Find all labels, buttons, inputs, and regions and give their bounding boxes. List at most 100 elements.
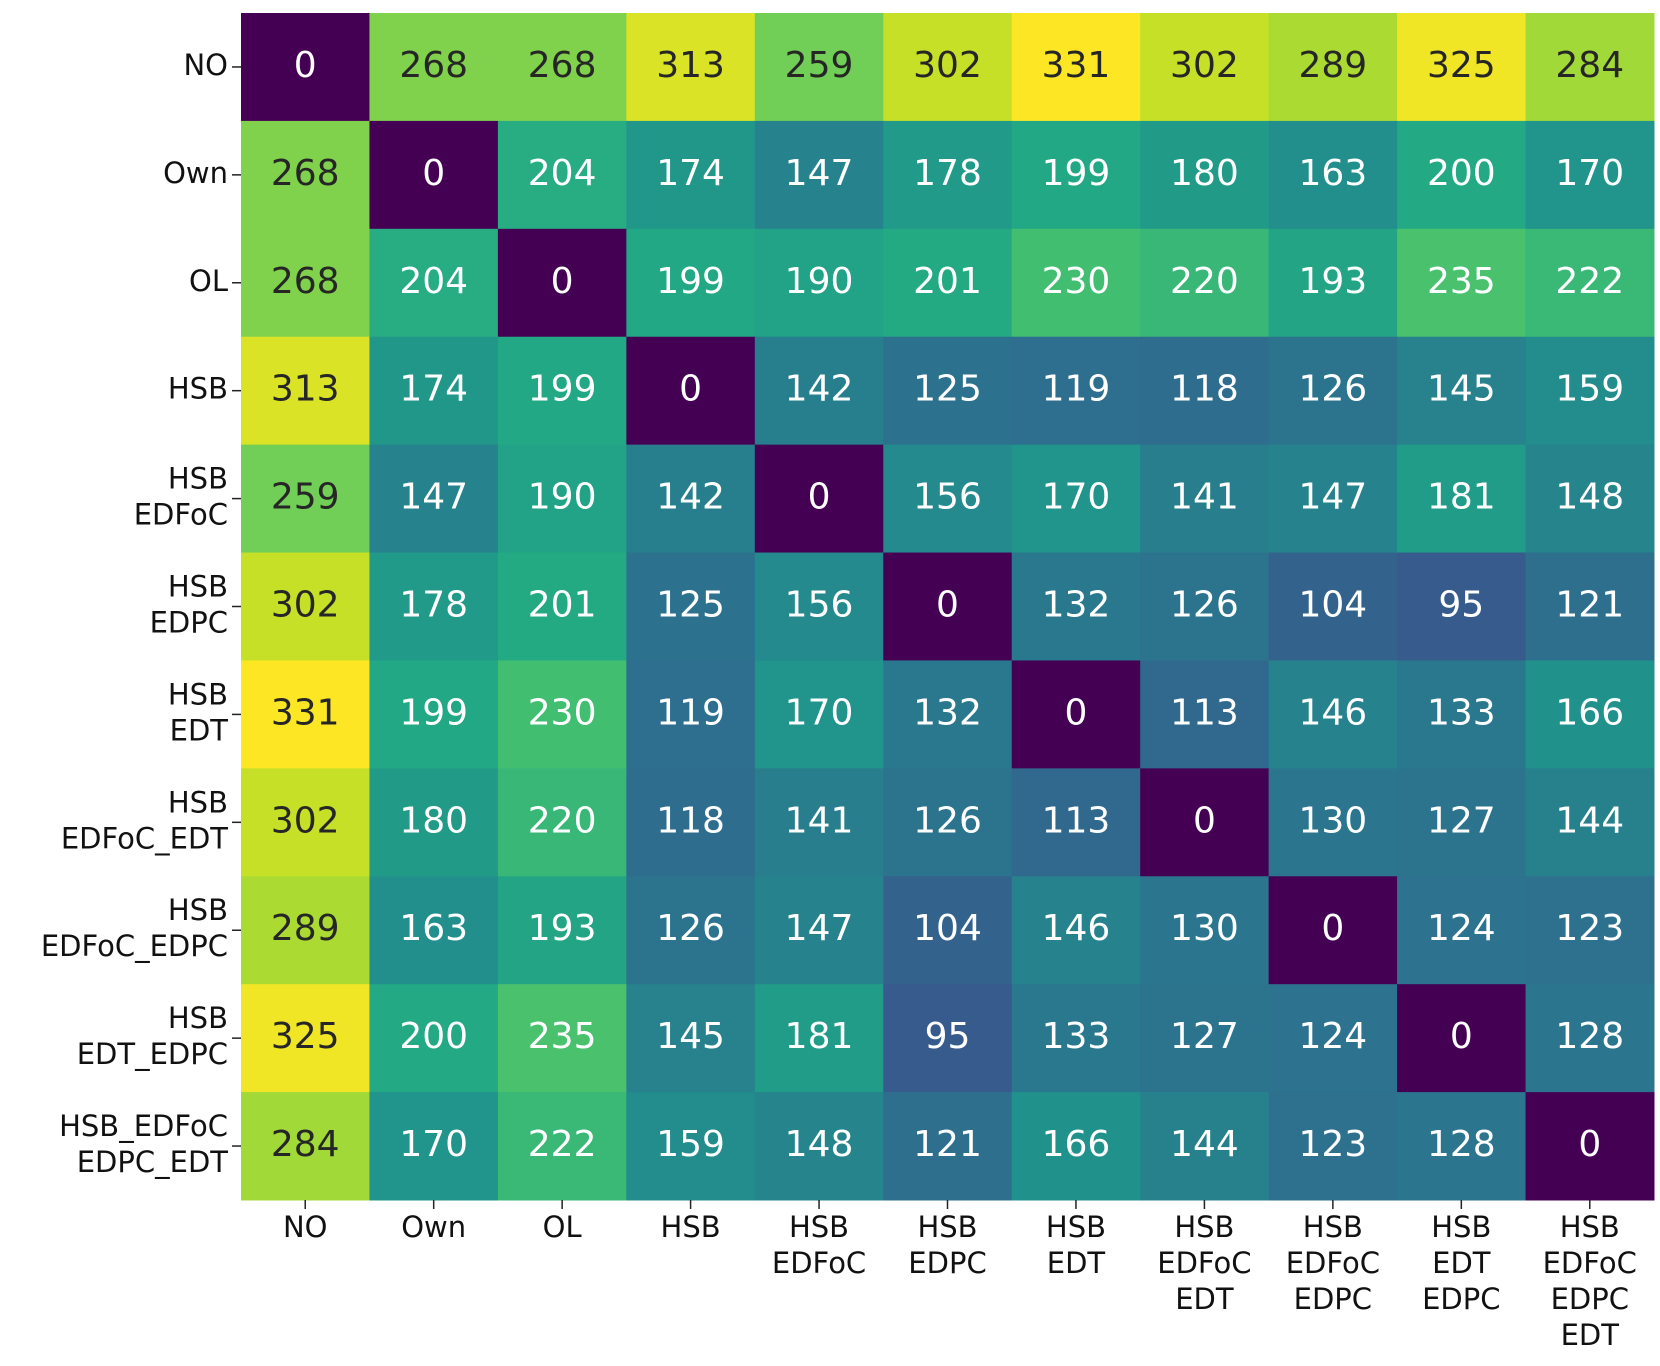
x-tick-label: EDPC (908, 1246, 986, 1280)
heatmap-cell (1268, 120, 1398, 230)
cell-label: 0 (1450, 1016, 1473, 1057)
cell-label: 259 (271, 477, 340, 518)
y-tick-label: HSB (168, 893, 228, 927)
heatmap-cell (1397, 120, 1527, 230)
heatmap-cell (883, 1092, 1013, 1201)
heatmap-cell (497, 984, 627, 1093)
cell-label: 181 (785, 1016, 854, 1057)
heatmap-cell (626, 768, 756, 877)
y-tick-label: EDPC (150, 606, 228, 640)
heatmap-cell (1140, 120, 1270, 230)
cell-label: 95 (1438, 585, 1484, 626)
heatmap-cell (1525, 1092, 1655, 1201)
heatmap-cell (1011, 228, 1141, 338)
heatmap-cell (626, 552, 756, 661)
cell-label: 222 (528, 1124, 597, 1165)
x-tick-label: NO (283, 1210, 328, 1244)
y-tick-label: EDT (170, 713, 229, 747)
heatmap-cell (754, 984, 884, 1093)
heatmap-cell (1397, 552, 1527, 661)
heatmap-cell (1140, 660, 1270, 769)
y-tick-label: EDPC_EDT (77, 1145, 229, 1179)
heatmap-cell (1011, 552, 1141, 661)
cell-label: 141 (785, 800, 854, 841)
cell-label: 166 (1555, 692, 1624, 733)
cell-label: 284 (1555, 45, 1624, 86)
heatmap-cell (1525, 984, 1655, 1093)
heatmap-cell (883, 336, 1013, 446)
cell-label: 147 (399, 477, 468, 518)
x-tick-label: HSB (1560, 1210, 1620, 1244)
heatmap-cell (1140, 552, 1270, 661)
cell-label: 123 (1299, 1124, 1368, 1165)
cell-label: 235 (528, 1016, 597, 1057)
cell-label: 170 (1042, 477, 1111, 518)
y-tick-label: HSB (168, 462, 228, 496)
x-tick-label: Own (401, 1210, 466, 1244)
heatmap-cell (754, 768, 884, 877)
cell-label: 313 (271, 369, 340, 410)
heatmap-cell (497, 660, 627, 769)
x-tick-label: EDPC (1422, 1282, 1500, 1316)
heatmap-cell (1525, 876, 1655, 985)
heatmap-cell (1397, 768, 1527, 877)
x-tick-label: HSB (1046, 1210, 1106, 1244)
x-tick-label: HSB (1431, 1210, 1491, 1244)
heatmap-cell (497, 336, 627, 446)
cell-label: 170 (1555, 153, 1624, 194)
cell-label: 124 (1427, 908, 1496, 949)
heatmap-cell (1011, 444, 1141, 554)
cell-label: 0 (1321, 908, 1344, 949)
heatmap-cell (1268, 876, 1398, 985)
heatmap-cell (754, 660, 884, 769)
cell-label: 204 (399, 261, 468, 302)
cell-label: 133 (1427, 692, 1496, 733)
cell-label: 220 (528, 800, 597, 841)
cell-label: 284 (271, 1124, 340, 1165)
heatmap-cell (1268, 768, 1398, 877)
cell-label: 133 (1042, 1016, 1111, 1057)
cell-label: 156 (913, 477, 982, 518)
heatmap-cell (1140, 1092, 1270, 1201)
cell-label: 147 (1299, 477, 1368, 518)
cell-label: 0 (1065, 692, 1088, 733)
cell-label: 126 (913, 800, 982, 841)
cell-label: 123 (1555, 908, 1624, 949)
heatmap-cell (241, 660, 370, 769)
heatmap-cell (241, 1092, 370, 1201)
heatmap-cell (1268, 228, 1398, 338)
y-tick-label: HSB (168, 372, 228, 406)
heatmap-cell (497, 876, 627, 985)
cell-label: 0 (808, 477, 831, 518)
heatmap-cell (1397, 876, 1527, 985)
cell-label: 201 (528, 585, 597, 626)
heatmap-cell (241, 984, 370, 1093)
heatmap-cell (626, 444, 756, 554)
heatmap-cell (626, 1092, 756, 1201)
x-tick-label: HSB (1174, 1210, 1234, 1244)
cell-label: 178 (913, 153, 982, 194)
heatmap-cell (1268, 336, 1398, 446)
cell-label: 230 (528, 692, 597, 733)
x-tick-label: OL (543, 1210, 582, 1244)
cell-label: 302 (1170, 45, 1239, 86)
heatmap-cell (1268, 984, 1398, 1093)
cell-label: 331 (271, 692, 340, 733)
cell-label: 141 (1170, 477, 1239, 518)
x-tick-label: EDT (1432, 1246, 1491, 1280)
cell-label: 0 (422, 153, 445, 194)
heatmap-cell (1140, 336, 1270, 446)
cell-label: 144 (1555, 800, 1624, 841)
heatmap-cell (626, 660, 756, 769)
heatmap-cell (497, 552, 627, 661)
cell-label: 146 (1299, 692, 1368, 733)
heatmap-cell (1011, 13, 1141, 122)
cell-label: 193 (1299, 261, 1368, 302)
heatmap-cell (1397, 336, 1527, 446)
y-tick-label: EDT_EDPC (77, 1037, 228, 1071)
heatmap-cell (1140, 984, 1270, 1093)
heatmap-cell (369, 228, 499, 338)
cell-label: 148 (1555, 477, 1624, 518)
heatmap-cell (1140, 13, 1270, 122)
